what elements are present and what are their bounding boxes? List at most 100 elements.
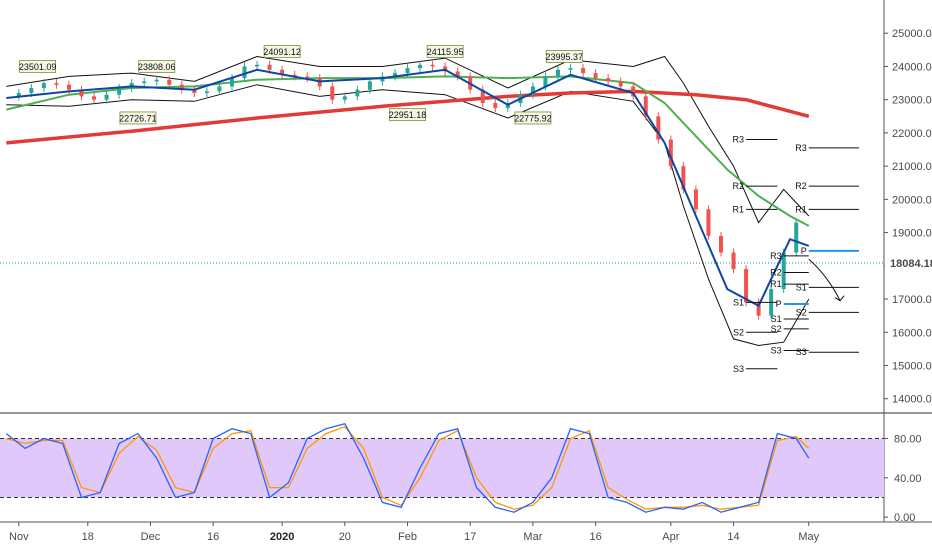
time-tick-label: 18 bbox=[82, 531, 94, 543]
series-stoch_k bbox=[5, 423, 810, 513]
candle-body bbox=[367, 81, 372, 90]
time-tick-label: 2020 bbox=[270, 531, 294, 543]
time-axis[interactable]: Nov 18 Dec 16 2020 20 Feb 17 Mar 16 Apr 14 May bbox=[9, 522, 820, 543]
candle-body bbox=[204, 91, 209, 94]
series-sma-50 bbox=[6, 75, 810, 227]
candle-body bbox=[229, 78, 234, 87]
candle-body bbox=[418, 64, 423, 69]
annotation-box bbox=[426, 45, 464, 58]
time-tick-label: Feb bbox=[398, 531, 417, 543]
time-tick-label: May bbox=[798, 531, 819, 543]
price-annotations: 23501.09 23808.06 24091.12 24115.95 23995.37… bbox=[19, 45, 583, 125]
candle-body bbox=[744, 269, 749, 303]
candle-body bbox=[618, 81, 623, 87]
candle-body bbox=[606, 78, 611, 82]
candle-body bbox=[267, 64, 272, 70]
annotation-label: 22951.18 bbox=[389, 110, 427, 120]
price-tick-label: 24000.00 bbox=[892, 61, 932, 73]
pivot-label: S1 bbox=[733, 297, 744, 307]
candle-body bbox=[355, 89, 360, 97]
pivot-label: R3 bbox=[733, 135, 745, 145]
series-sma-200 bbox=[6, 89, 810, 145]
candle-body bbox=[167, 79, 172, 85]
annotation-label: 23808.06 bbox=[138, 62, 176, 72]
candle-body bbox=[568, 68, 573, 70]
candle-body bbox=[794, 222, 799, 253]
candle-body bbox=[543, 76, 548, 87]
time-tick-label: 16 bbox=[207, 531, 219, 543]
candle-body bbox=[79, 89, 84, 97]
candle-body bbox=[192, 89, 197, 94]
candle-body bbox=[581, 68, 586, 74]
last-price-badge bbox=[885, 255, 932, 272]
annotation-box bbox=[119, 111, 157, 125]
annotation-box bbox=[138, 60, 176, 73]
candle-body bbox=[430, 64, 435, 67]
time-tick-label: 20 bbox=[339, 531, 351, 543]
series-sma-20 bbox=[6, 68, 810, 308]
candle-body bbox=[255, 64, 260, 67]
annotation-label: 23995.37 bbox=[545, 52, 583, 62]
candle-body bbox=[292, 74, 297, 77]
price-tick-label: 14000.00 bbox=[892, 394, 932, 406]
pivot-label: S1 bbox=[796, 282, 807, 292]
time-tick-label: Mar bbox=[523, 531, 542, 543]
candle-body bbox=[54, 83, 59, 85]
candle-body bbox=[656, 116, 661, 140]
pivot-label: P bbox=[776, 299, 782, 309]
price-axis[interactable]: 25000.00 24000.00 23000.00 22000.00 21000.00… bbox=[884, 28, 932, 406]
candle-body bbox=[643, 96, 648, 117]
candle-body bbox=[117, 88, 122, 95]
candle-body bbox=[104, 94, 109, 100]
time-tick-label: Dec bbox=[141, 531, 161, 543]
pivot-label: S1 bbox=[771, 314, 782, 324]
annotation-label: 24115.95 bbox=[427, 47, 464, 57]
candle-body bbox=[718, 235, 723, 253]
annotation-label: 24091.12 bbox=[263, 47, 301, 57]
candle-body bbox=[41, 83, 46, 89]
candle-body bbox=[405, 68, 410, 74]
candle-body bbox=[179, 84, 184, 90]
candle-body bbox=[330, 86, 335, 100]
pivot-label: S2 bbox=[796, 307, 807, 317]
candle-body bbox=[29, 88, 34, 94]
annotation-box bbox=[263, 45, 301, 58]
candle-body bbox=[693, 189, 698, 210]
pivot-label: P bbox=[801, 246, 807, 256]
candle-body bbox=[92, 96, 97, 100]
candle-body bbox=[305, 76, 310, 79]
price-tick-label: 23000.00 bbox=[892, 95, 932, 107]
candle-body bbox=[455, 71, 460, 77]
pivot-label: S2 bbox=[771, 324, 782, 334]
annotation-label: 23501.09 bbox=[19, 62, 57, 72]
pivot-label: R2 bbox=[770, 267, 782, 277]
candle-body bbox=[706, 209, 711, 236]
oscillator-axis[interactable]: 80.00 40.00 0.00 bbox=[884, 434, 922, 525]
candle-body bbox=[392, 73, 397, 77]
candle-body bbox=[668, 139, 673, 167]
candle-body bbox=[217, 86, 222, 92]
candle-body bbox=[781, 252, 786, 290]
candle-body bbox=[242, 66, 247, 79]
candle-body bbox=[280, 69, 285, 75]
price-tick-label: 22000.00 bbox=[892, 128, 932, 140]
candle-body bbox=[342, 96, 347, 100]
time-tick-label: Nov bbox=[9, 531, 29, 543]
pivot-label: S3 bbox=[771, 346, 782, 356]
candle-body bbox=[154, 79, 159, 82]
price-tick-label: 15000.00 bbox=[892, 360, 932, 372]
pivot-label: S3 bbox=[796, 347, 807, 357]
time-tick-label: 17 bbox=[464, 531, 476, 543]
price-tick-label: 25000.00 bbox=[892, 28, 932, 40]
time-tick-label: 14 bbox=[727, 531, 739, 543]
pivot-label: S3 bbox=[733, 364, 744, 374]
candle-body bbox=[731, 252, 736, 270]
candle-body bbox=[756, 302, 761, 316]
annotation-box bbox=[19, 60, 57, 73]
pivot-label: S2 bbox=[733, 327, 744, 337]
candle-body bbox=[16, 93, 21, 97]
candle-body bbox=[493, 103, 498, 108]
pivot-label: R1 bbox=[733, 204, 745, 214]
